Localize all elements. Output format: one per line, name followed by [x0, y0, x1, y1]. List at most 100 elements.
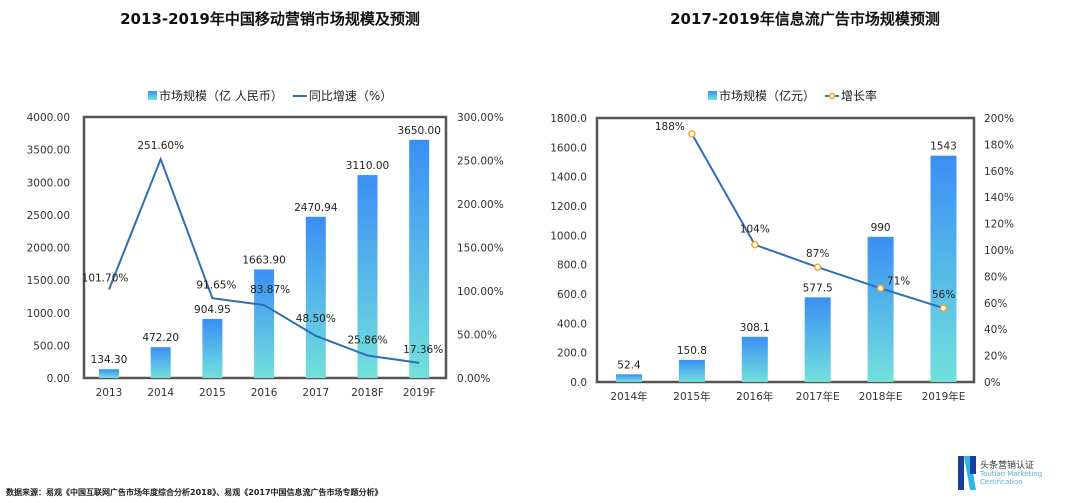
bar-value-label: 3650.00 [397, 125, 440, 137]
y-tick-label: 0.0 [570, 377, 587, 389]
line-marker [813, 263, 822, 271]
chart-title: 2013-2019年中国移动营销市场规模及预测 [120, 10, 420, 28]
legend-bar-swatch [148, 91, 157, 100]
bar [305, 216, 326, 378]
bar [357, 175, 378, 378]
bar-value-label: 904.95 [194, 304, 231, 316]
line-value-label: 104% [740, 224, 770, 236]
y2-tick-label: 100% [984, 245, 1014, 257]
y2-tick-label: 40% [984, 324, 1007, 336]
y-tick-label: 0.00 [47, 373, 70, 385]
bar-value-label: 3110.00 [346, 160, 389, 172]
bar-value-label: 2470.94 [294, 202, 338, 214]
y-tick-label: 1800.0 [550, 113, 587, 125]
x-tick-label: 2016年 [736, 390, 773, 403]
line-marker [876, 284, 885, 293]
y2-tick-label: 200.00% [457, 199, 504, 211]
bar [202, 318, 223, 378]
bar-value-label: 472.20 [142, 332, 179, 344]
x-tick-label: 2015年 [673, 390, 710, 403]
bar-value-label: 134.30 [91, 354, 128, 366]
y-tick-label: 1500.00 [27, 275, 70, 287]
y2-tick-label: 20% [984, 351, 1007, 363]
y-tick-label: 1600.0 [550, 142, 587, 154]
y-tick-label: 1200.0 [550, 201, 587, 213]
bar [678, 359, 705, 382]
y2-tick-label: 80% [984, 271, 1007, 283]
logo-icon [958, 456, 976, 490]
bar-value-label: 1543 [930, 141, 957, 153]
bar [804, 297, 831, 382]
y-tick-label: 500.00 [33, 340, 70, 352]
line-value-label: 48.50% [296, 313, 336, 325]
bar-value-label: 577.5 [803, 282, 833, 294]
line-marker [688, 130, 696, 138]
line-value-label: 25.86% [347, 335, 387, 347]
y-tick-label: 1000.00 [27, 308, 70, 320]
line-value-label: 188% [655, 121, 685, 133]
y-tick-label: 2500.00 [27, 210, 70, 222]
logo: 头条营销认证 Toutiao Marketing Certification [958, 456, 1078, 496]
y-tick-label: 4000.00 [27, 112, 70, 124]
y2-tick-label: 250.00% [457, 156, 504, 168]
y2-tick-label: 120% [984, 219, 1014, 231]
legend-bar-swatch [708, 91, 717, 100]
line-value-label: 87% [806, 248, 829, 260]
legend-bar-label: 市场规模（亿 人民币） [159, 88, 283, 103]
x-tick-label: 2015 [199, 387, 226, 399]
y-tick-label: 3000.00 [27, 177, 70, 189]
y2-tick-label: 0% [984, 377, 1001, 389]
bar [930, 155, 957, 382]
x-tick-label: 2017年E [796, 390, 840, 403]
x-tick-label: 2014年 [610, 390, 647, 403]
line-value-label: 56% [932, 289, 955, 301]
legend-bar-label: 市场规模（亿元） [719, 88, 815, 103]
legend-marker-icon [828, 92, 836, 100]
y2-tick-label: 50.00% [457, 330, 497, 342]
bar-value-label: 990 [871, 222, 891, 234]
y-tick-label: 1000.0 [550, 230, 587, 242]
bar [741, 336, 768, 382]
line-marker [939, 304, 948, 312]
line-value-label: 17.36% [403, 344, 443, 356]
bar-value-label: 1663.90 [242, 254, 285, 266]
y2-tick-label: 0.00% [457, 373, 490, 385]
y2-tick-label: 60% [984, 298, 1007, 310]
y2-tick-label: 300.00% [457, 112, 504, 124]
chart-title: 2017-2019年信息流广告市场规模预测 [670, 10, 940, 28]
x-tick-label: 2017 [302, 387, 329, 399]
bar [150, 347, 171, 378]
x-tick-label: 2019F [403, 387, 436, 399]
y-tick-label: 800.0 [557, 260, 587, 272]
legend-line-label: 增长率 [841, 88, 877, 103]
bar [867, 236, 894, 382]
x-tick-label: 2016 [251, 387, 278, 399]
x-tick-label: 2019年E [922, 390, 966, 403]
y-tick-label: 600.0 [557, 289, 587, 301]
line-value-label: 91.65% [196, 279, 236, 291]
growth-line [108, 156, 420, 364]
y2-tick-label: 150.00% [457, 243, 504, 255]
legend-line-label: 同比增速（%） [309, 89, 392, 103]
y-tick-label: 200.0 [557, 348, 587, 360]
x-tick-label: 2013 [96, 387, 123, 399]
bar [99, 369, 119, 378]
y-tick-label: 400.0 [557, 318, 587, 330]
line-value-label: 101.70% [82, 273, 129, 285]
bar [254, 269, 275, 378]
bar-value-label: 308.1 [740, 322, 770, 334]
plot-frame [595, 116, 976, 384]
y-tick-label: 1400.0 [550, 172, 587, 184]
y-tick-label: 2000.00 [27, 243, 70, 255]
y2-tick-label: 160% [984, 166, 1014, 178]
bar [616, 374, 642, 382]
x-tick-label: 2014 [147, 387, 174, 399]
logo-en: Toutiao Marketing Certification [980, 470, 1043, 486]
x-tick-label: 2018年E [859, 390, 903, 403]
logo-cn: 头条营销认证 [980, 461, 1035, 471]
line-value-label: 251.60% [137, 140, 184, 152]
bar-value-label: 52.4 [617, 359, 641, 371]
source-note: 数据来源：易观《中国互联网广告市场年度综合分析2018》、易观《2017中国信息… [6, 488, 383, 497]
